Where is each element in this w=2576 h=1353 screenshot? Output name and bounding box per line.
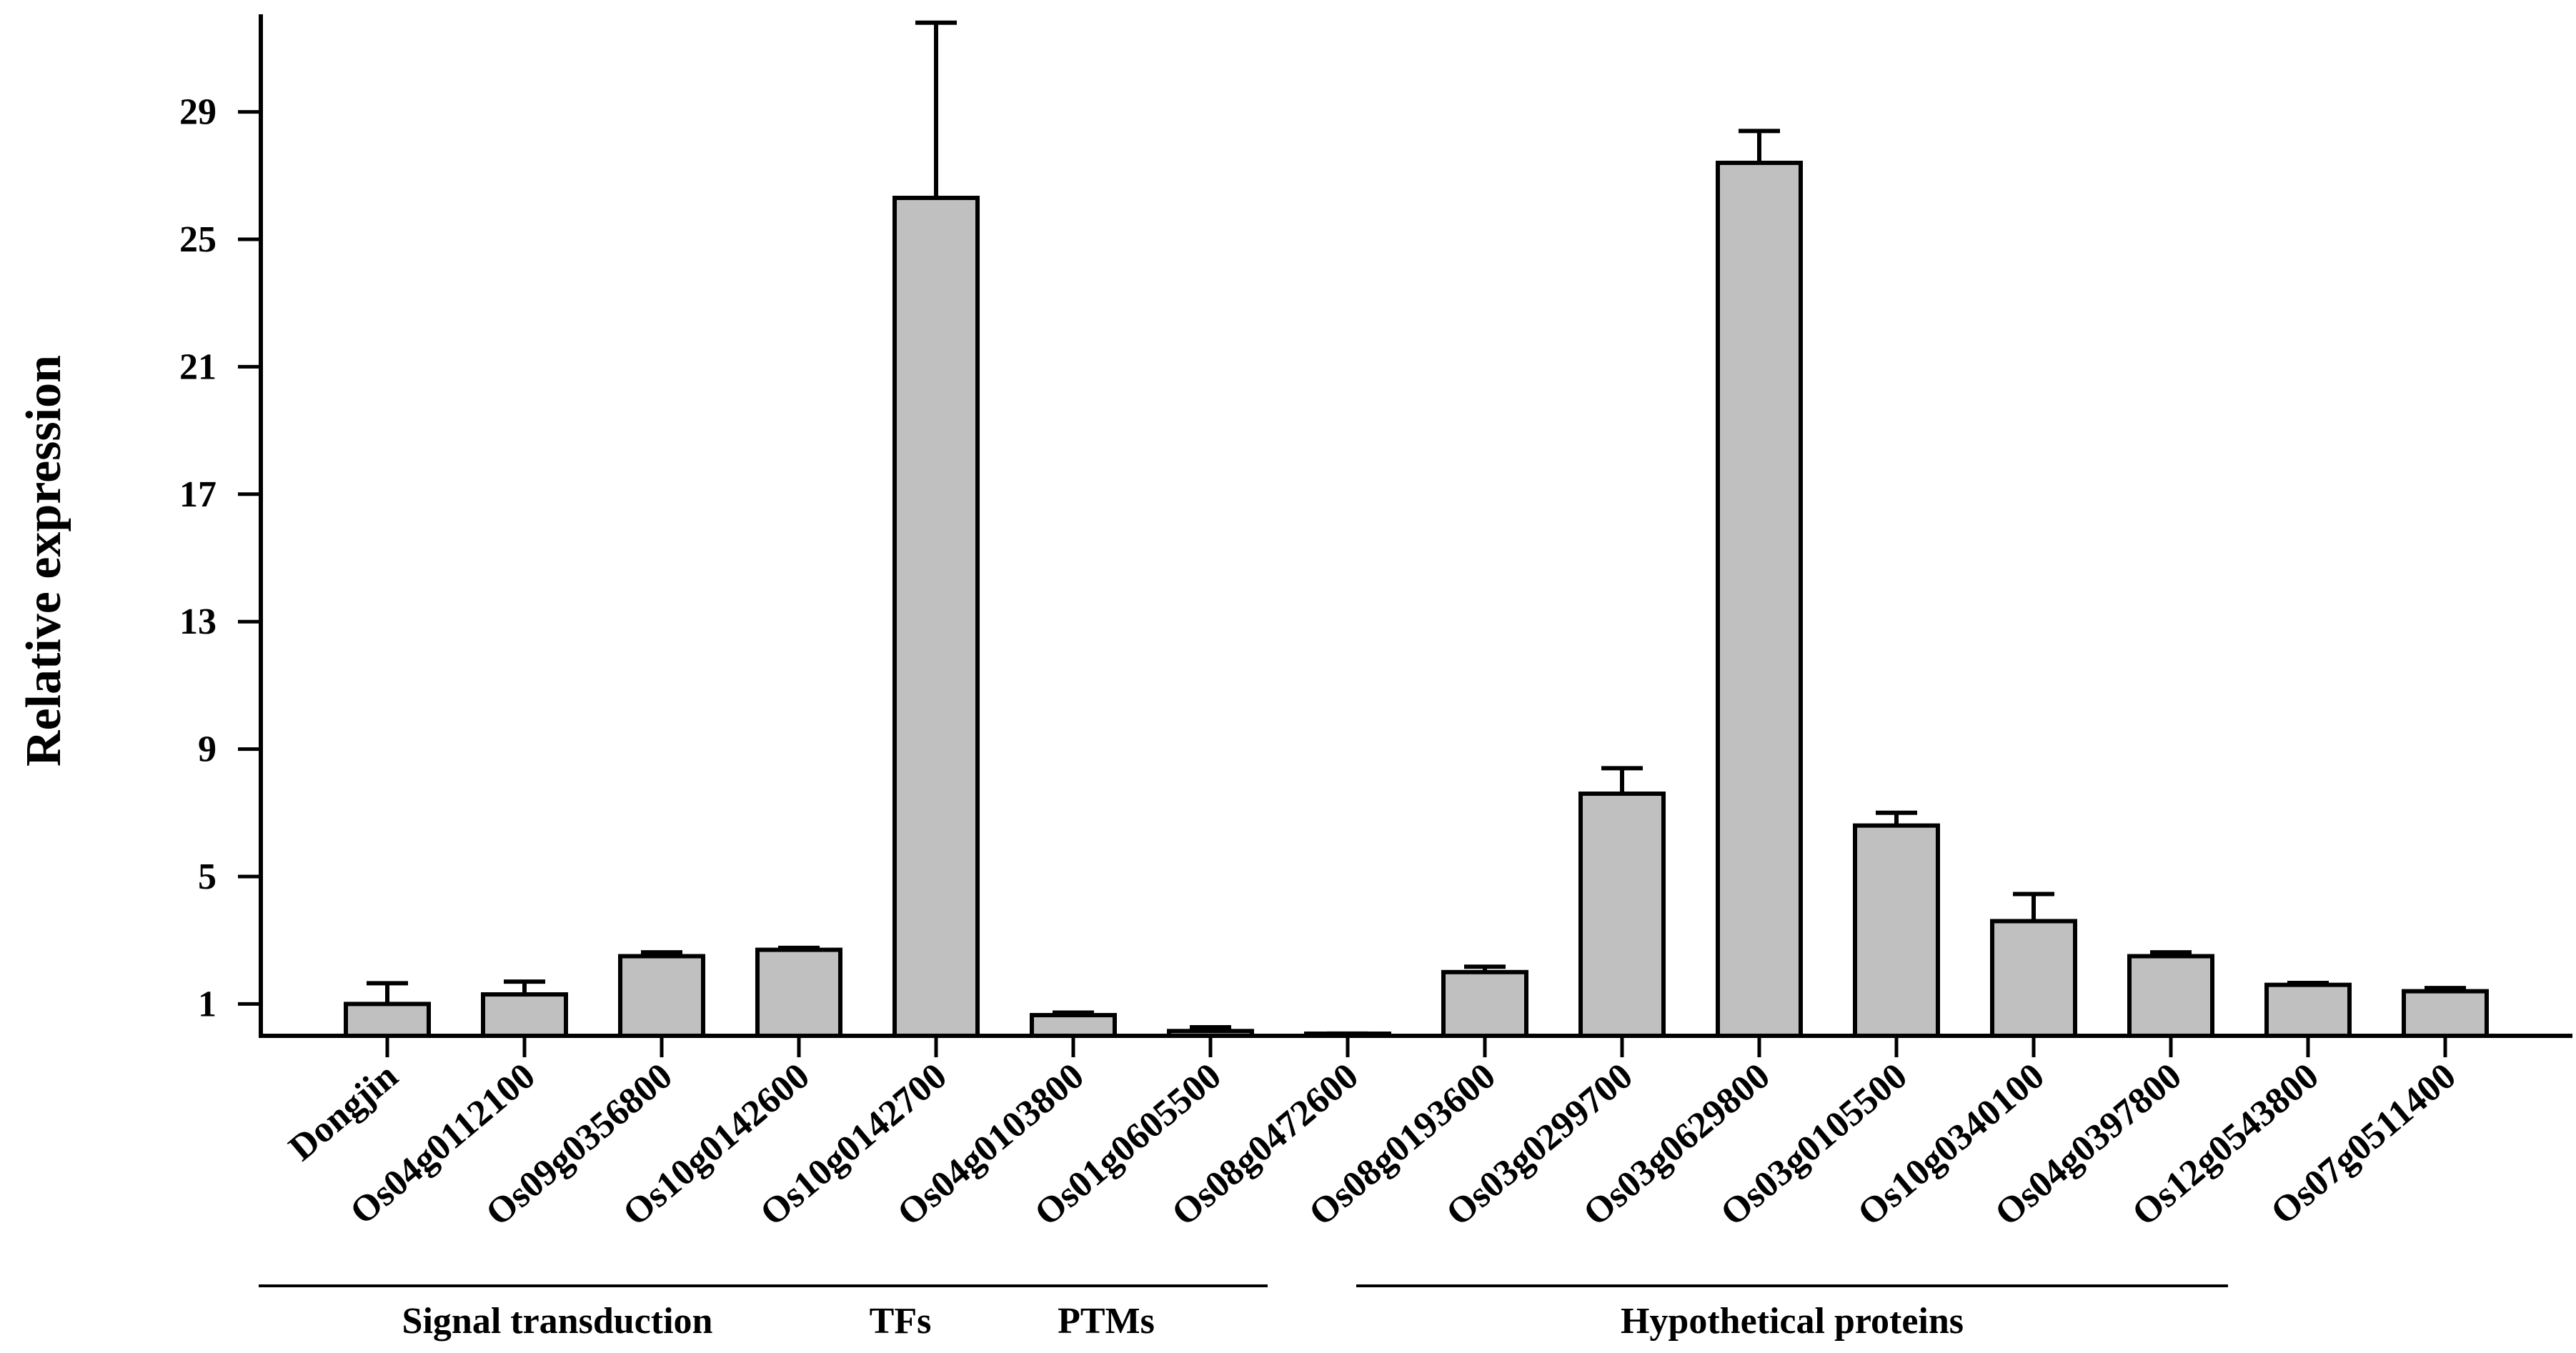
bar: [1304, 1032, 1391, 1038]
y-tick-label: 25: [179, 219, 217, 260]
bar: [1578, 792, 1666, 1039]
group-label: Hypothetical proteins: [1621, 1301, 1964, 1342]
y-axis-label: Relative expression: [16, 355, 71, 767]
group-label: Signal transduction: [402, 1301, 713, 1342]
y-tick-label: 17: [179, 474, 217, 515]
x-tick-label: Dongjin: [282, 1055, 406, 1169]
axes: [259, 14, 2572, 1038]
y-axis-ticks: 1 5 9 13 17 21 25 29: [179, 92, 261, 1024]
x-axis-labels: DongjinOs04g0112100Os09g0356800Os10g0142…: [282, 1036, 2464, 1234]
y-tick-label: 29: [179, 92, 217, 133]
y-tick-label: 13: [179, 601, 217, 642]
bar: [755, 947, 842, 1038]
bars: [344, 160, 2489, 1039]
bar: [618, 954, 705, 1038]
bar: [1853, 823, 1940, 1038]
bar: [344, 1002, 431, 1039]
y-tick-label: 9: [198, 729, 217, 770]
bar: [481, 992, 568, 1039]
group-label: PTMs: [1058, 1301, 1155, 1342]
y-tick-label: 5: [198, 857, 217, 897]
bar: [1990, 919, 2077, 1038]
bar: [2127, 954, 2214, 1038]
bar: [1441, 969, 1528, 1039]
bar: [2402, 989, 2489, 1039]
bar: [2264, 982, 2352, 1039]
y-tick-label: 21: [179, 346, 217, 387]
bar: [1030, 1013, 1117, 1039]
bar: [1716, 160, 1803, 1039]
y-tick-label: 1: [198, 984, 217, 1024]
bar: [1167, 1029, 1254, 1039]
error-bars: [367, 20, 2466, 1036]
bar: [892, 196, 980, 1038]
category-groups: Signal transduction TFs PTMs Hypothetical p…: [259, 1284, 2228, 1342]
group-label: TFs: [870, 1301, 932, 1342]
